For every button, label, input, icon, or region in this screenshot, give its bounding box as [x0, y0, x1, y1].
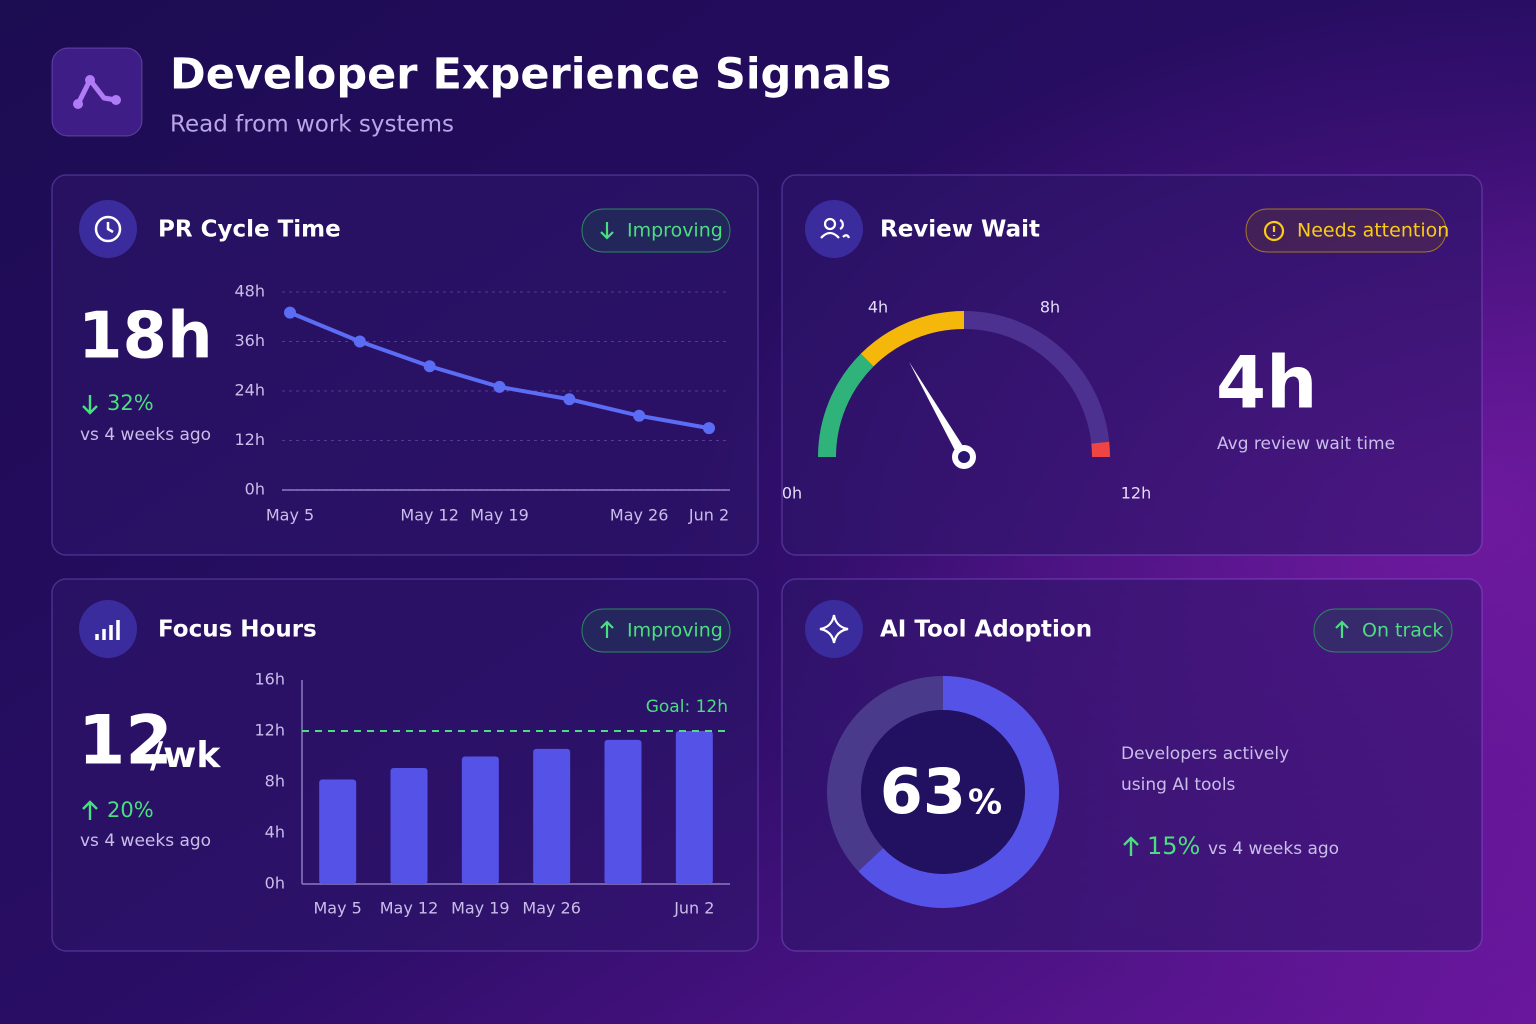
status-text: On track — [1362, 620, 1443, 642]
x-tick-label: Jun 2 — [673, 899, 714, 918]
card-title: Review Wait — [880, 217, 1040, 243]
clock-hands — [106, 222, 114, 234]
metric-note: Avg review wait time — [1217, 434, 1395, 454]
logo-dot — [85, 75, 95, 85]
donut-arc — [858, 676, 1059, 908]
up-arrow — [82, 800, 98, 820]
gauge-tick-label: 8h — [1040, 298, 1060, 317]
y-tick-label: 24h — [235, 381, 266, 400]
y-tick-label: 36h — [235, 331, 266, 350]
x-tick-label: May 12 — [400, 506, 459, 525]
card-title: PR Cycle Time — [158, 217, 341, 243]
down-arrow — [82, 395, 98, 415]
y-tick-label: 48h — [235, 282, 266, 301]
needle-hub-center — [958, 451, 970, 463]
bar — [604, 739, 642, 884]
donut-hole — [861, 710, 1025, 874]
logo-dot — [73, 99, 83, 109]
point — [353, 335, 366, 348]
metric: 18h — [78, 300, 213, 374]
card-icon — [805, 200, 863, 258]
metric-unit: /wk — [150, 735, 221, 776]
card-title: AI Tool Adoption — [880, 617, 1092, 643]
y-tick-label: 4h — [265, 823, 285, 842]
x-tick-label: Jun 2 — [688, 506, 729, 525]
donut-unit: % — [968, 783, 1002, 823]
change: 20% — [107, 798, 154, 822]
bar — [533, 748, 571, 884]
gauge-tick-label: 4h — [868, 298, 888, 317]
y-tick-label: 8h — [265, 772, 285, 791]
y-tick-label: 0h — [265, 874, 285, 893]
goal-label: Goal: 12h — [646, 697, 728, 717]
point — [633, 409, 646, 422]
point — [563, 393, 576, 406]
gauge-band — [818, 353, 874, 458]
status-badge — [1313, 608, 1453, 653]
x-tick-label: May 26 — [522, 899, 581, 918]
warning-icon — [1263, 220, 1285, 242]
status-text: Improving — [627, 620, 723, 642]
status-badge — [581, 208, 731, 253]
bar — [675, 731, 713, 884]
status-text: Needs attention — [1297, 220, 1449, 242]
up-arrow — [600, 620, 614, 638]
y-tick-label: 0h — [245, 480, 265, 499]
y-tick-label: 16h — [255, 670, 286, 689]
status-text: Improving — [627, 220, 723, 242]
metric: 4h — [1216, 341, 1317, 425]
logo-mark — [75, 77, 117, 106]
y-tick-label: 12h — [235, 430, 266, 449]
point — [703, 422, 715, 435]
change-note: vs 4 weeks ago — [80, 831, 211, 851]
x-tick-label: May 19 — [451, 899, 510, 918]
change-note: vs 4 weeks ago — [80, 425, 211, 445]
page-subtitle: Read from work systems — [170, 112, 454, 138]
card-icon — [79, 600, 137, 658]
change: 15% — [1147, 832, 1200, 860]
bar — [319, 779, 357, 884]
gauge-tick-label: 12h — [1121, 484, 1152, 503]
change: 32% — [107, 391, 154, 415]
logo-dot — [111, 95, 121, 105]
up-arrow — [1123, 836, 1139, 856]
x-tick-label: May 5 — [266, 506, 314, 525]
card — [51, 174, 759, 556]
card-icon — [805, 600, 863, 658]
gauge-band — [963, 311, 1110, 444]
x-tick-label: May 12 — [380, 899, 439, 918]
description: using AI tools — [1121, 775, 1236, 795]
point — [423, 360, 436, 373]
point — [493, 380, 506, 393]
users-icon — [820, 219, 851, 239]
bar — [461, 756, 499, 884]
card — [51, 578, 759, 952]
gauge-band — [1091, 441, 1110, 458]
users-icon — [823, 217, 837, 231]
bar — [390, 767, 428, 884]
status-badge — [1245, 208, 1447, 253]
gauge-band — [860, 311, 965, 367]
gauge-tick-label: 0h — [782, 484, 802, 503]
x-tick-label: May 26 — [610, 506, 669, 525]
down-arrow — [600, 222, 614, 240]
page-title: Developer Experience Signals — [170, 50, 891, 100]
point — [284, 306, 296, 319]
gauge-needle — [909, 361, 969, 460]
change-note: vs 4 weeks ago — [1208, 839, 1339, 859]
sparkle-icon — [819, 614, 849, 644]
status-badge — [581, 608, 731, 653]
up-arrow — [1335, 620, 1349, 638]
bars-icon — [95, 620, 120, 640]
description: Developers actively — [1121, 744, 1289, 764]
clock-icon — [94, 215, 122, 243]
metric: 12 — [78, 702, 173, 781]
card-title: Focus Hours — [158, 617, 317, 643]
y-tick-label: 12h — [255, 721, 286, 740]
x-tick-label: May 5 — [313, 899, 361, 918]
x-tick-label: May 19 — [470, 506, 529, 525]
donut-value: 63 — [880, 755, 966, 828]
